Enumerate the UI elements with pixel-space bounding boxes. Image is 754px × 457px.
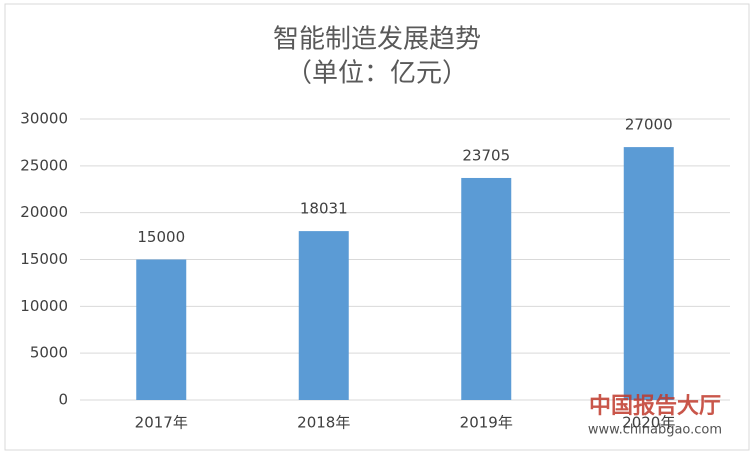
y-tick-label: 0 bbox=[58, 391, 68, 409]
y-tick-label: 20000 bbox=[20, 203, 68, 221]
x-tick-label: 2017年 bbox=[135, 414, 188, 432]
y-tick-label: 30000 bbox=[20, 110, 68, 128]
x-tick-label: 2018年 bbox=[297, 414, 350, 432]
x-tick-label: 2019年 bbox=[460, 414, 513, 432]
chart-title: 智能制造发展趋势 bbox=[273, 25, 481, 55]
x-tick-label: 2020年 bbox=[622, 414, 675, 432]
y-tick-label: 5000 bbox=[30, 344, 68, 362]
y-tick-label: 25000 bbox=[20, 156, 68, 174]
y-tick-label: 15000 bbox=[20, 250, 68, 268]
watermark-url: www.chinabgao.com bbox=[588, 423, 722, 438]
y-tick-label: 10000 bbox=[20, 297, 68, 315]
data-label: 23705 bbox=[462, 146, 510, 164]
chart-subtitle: （单位：亿元） bbox=[286, 59, 468, 89]
bar bbox=[298, 231, 349, 400]
watermark: 中国报告大厅 bbox=[589, 394, 721, 419]
bar bbox=[136, 259, 187, 400]
data-label: 27000 bbox=[625, 116, 673, 134]
bar bbox=[461, 177, 512, 400]
data-label: 18031 bbox=[300, 200, 348, 218]
bar bbox=[623, 147, 674, 400]
data-label: 15000 bbox=[137, 228, 185, 246]
